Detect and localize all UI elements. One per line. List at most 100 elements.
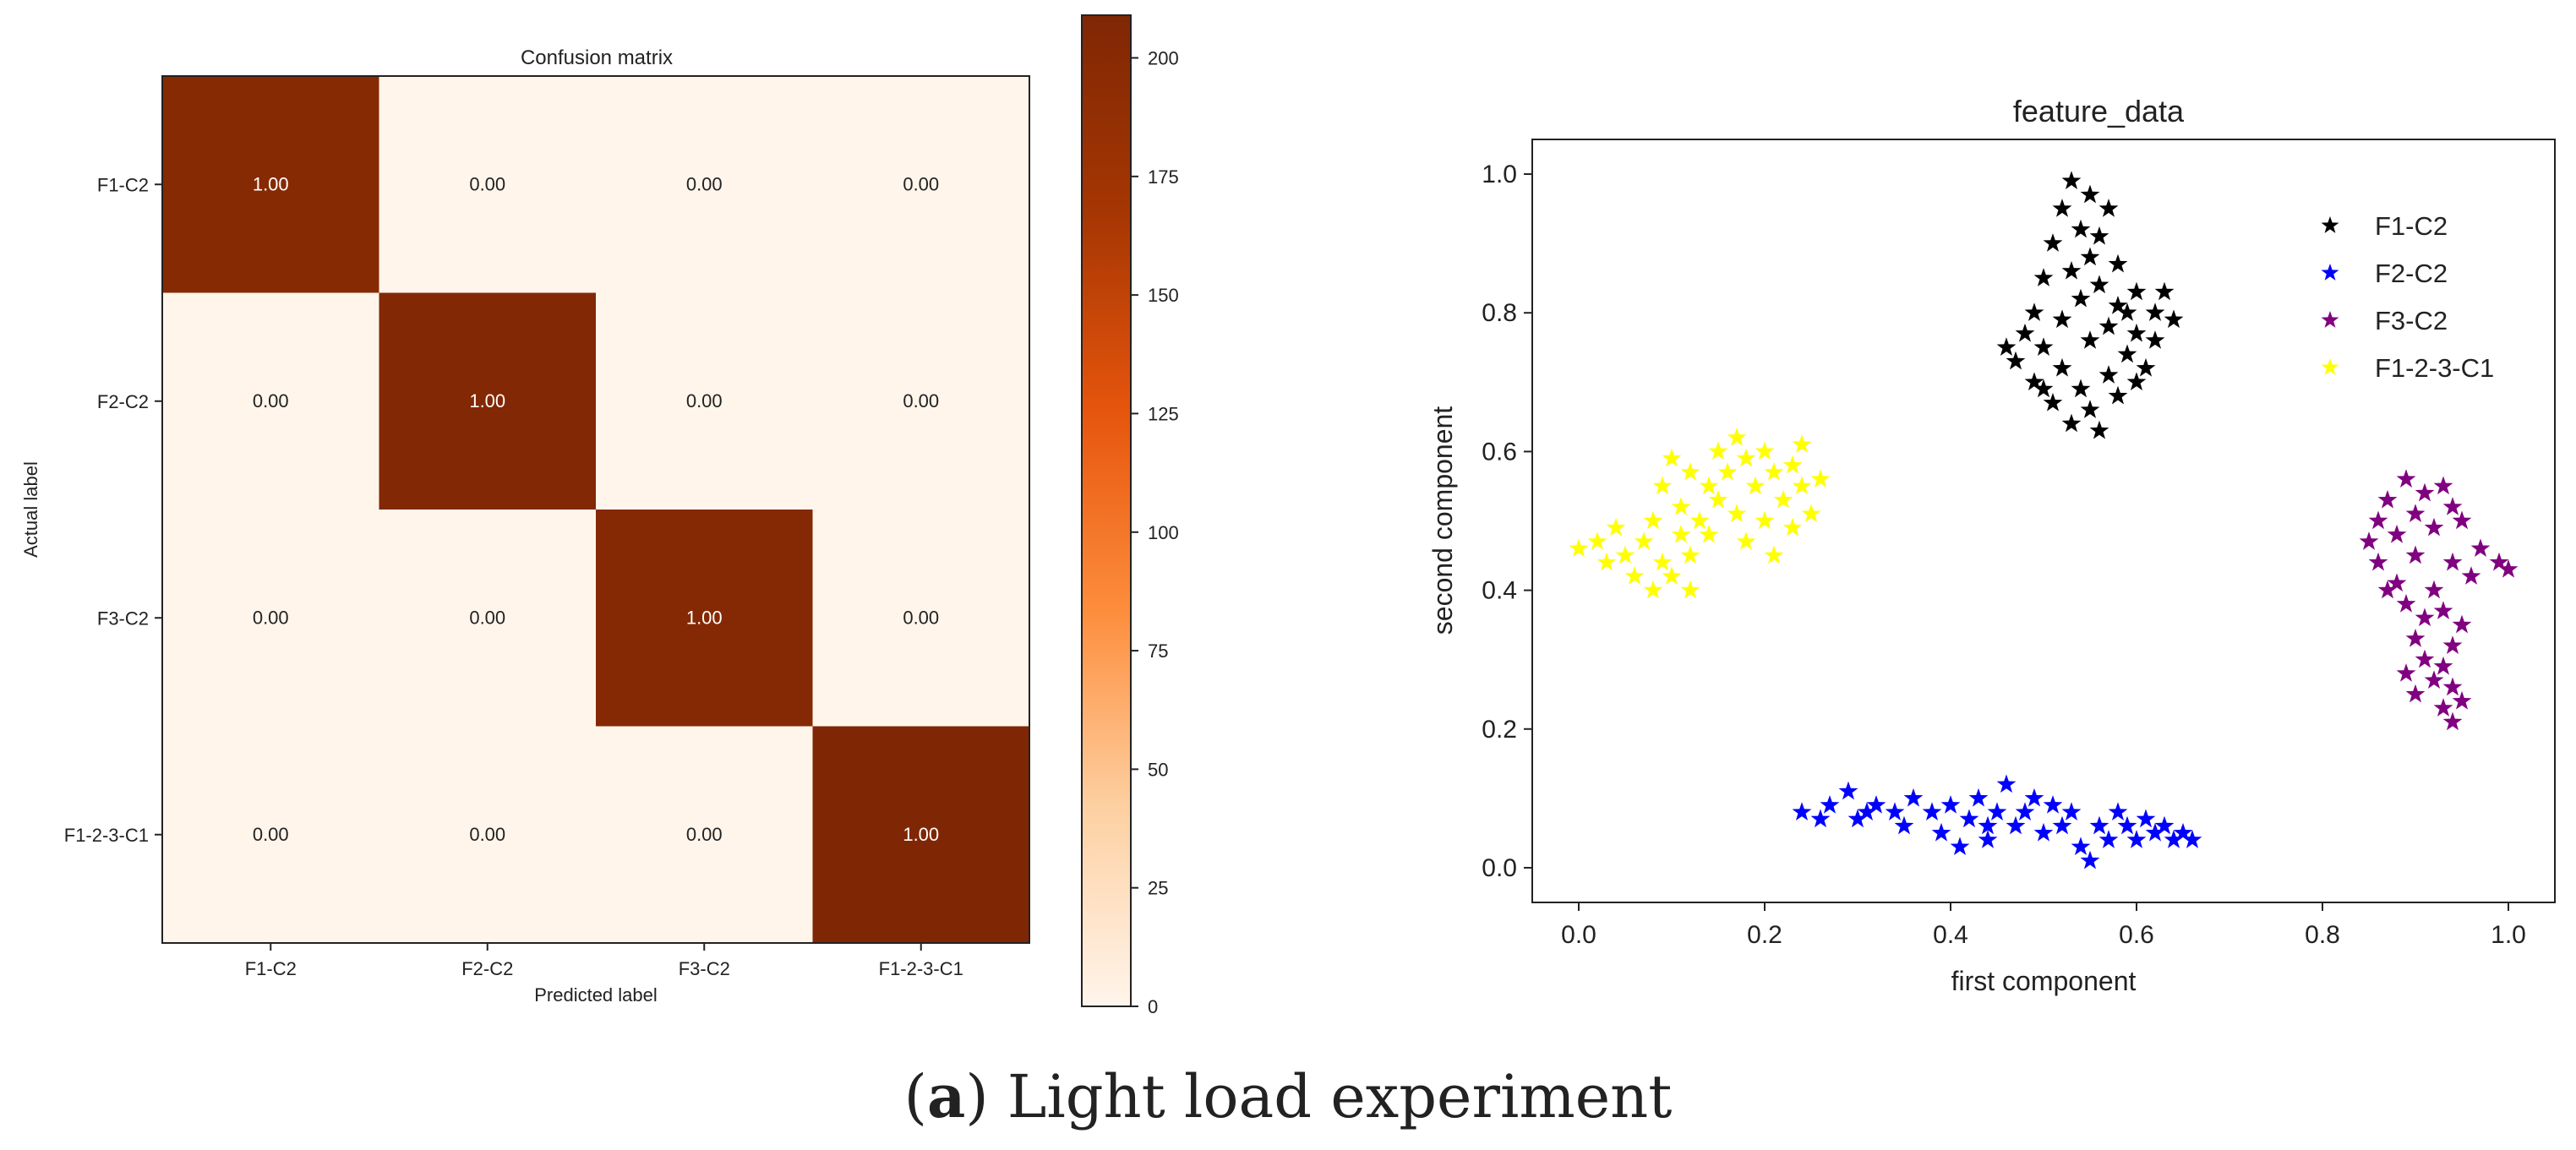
scatter-point-3-4 [1615, 545, 1635, 564]
scatter-panel: feature_data 0.0 0.2 0.4 0.6 0.8 1.0 0.00.20.… [1427, 94, 2556, 996]
figure-caption: (a) Light load experiment [904, 1061, 1673, 1131]
scatter-point-1-25 [2098, 830, 2119, 848]
confusion-matrix-title: Confusion matrix [521, 46, 673, 69]
scatter-point-1-16 [2006, 815, 2026, 835]
scatter-point-1-10 [1950, 837, 1970, 856]
scatter-point-3-26 [1773, 489, 1793, 509]
scatter-point-3-1 [1587, 531, 1607, 550]
scatter-point-2-24 [2405, 629, 2426, 647]
scatter-point-3-15 [1652, 476, 1673, 495]
scatter-x-tick-label: 0.6 [2119, 921, 2154, 949]
scatter-point-1-9 [1940, 795, 1961, 814]
scatter-point-1-38 [2024, 788, 2044, 807]
scatter-point-1-17 [2015, 802, 2035, 820]
scatter-frame [1531, 139, 2556, 903]
cm-cell-label-3-1: 0.00 [469, 824, 505, 845]
colorbar-tick-label: 50 [1148, 759, 1168, 780]
scatter-x-tick-label: 0.2 [1747, 921, 1782, 949]
scatter-point-1-21 [2061, 802, 2082, 820]
scatter-point-3-21 [1727, 427, 1747, 446]
confusion-matrix-cells [162, 76, 1030, 944]
scatter-x-ticks: 0.0 0.2 0.4 0.6 0.8 1.0 [1561, 902, 2526, 949]
scatter-point-2-3 [2433, 476, 2453, 495]
colorbar-tick-label: 150 [1148, 285, 1179, 306]
scatter-point-1-0 [1792, 802, 1812, 820]
scatter-point-3-17 [1680, 462, 1700, 481]
confusion-matrix-x-ticks: F1-C2 F2-C2 F3-C2 F1-2-3-C1 [245, 943, 963, 979]
scatter-point-2-32 [2433, 698, 2453, 717]
scatter-point-3-32 [1755, 510, 1775, 530]
scatter-point-2-31 [2405, 684, 2426, 703]
scatter-point-1-11 [1959, 809, 1979, 828]
scatter-point-0-40 [1996, 337, 2017, 356]
cm-cell-label-3-0: 0.00 [253, 824, 289, 845]
scatter-point-3-33 [1727, 504, 1747, 522]
scatter-point-3-35 [1736, 531, 1756, 550]
scatter-point-1-23 [2080, 850, 2100, 869]
scatter-point-0-27 [2006, 351, 2026, 370]
scatter-point-2-34 [2452, 690, 2472, 710]
scatter-point-2-14 [2368, 552, 2388, 571]
scatter-point-0-24 [2080, 330, 2100, 349]
scatter-point-3-13 [1699, 524, 1719, 543]
confusion-matrix-frame [161, 75, 1030, 944]
scatter-point-0-14 [2071, 288, 2091, 308]
scatter-point-3-30 [1810, 469, 1831, 488]
colorbar: 0 25 50 75 100 125 150 175 200 [1081, 14, 1179, 1017]
scatter-point-0-39 [2126, 372, 2147, 391]
scatter-point-1-28 [2126, 830, 2147, 848]
scatter-point-1-27 [2117, 815, 2137, 835]
scatter-point-0-4 [2071, 219, 2091, 238]
scatter-point-2-33 [2442, 711, 2463, 731]
cm-cell-label-2-0: 0.00 [253, 607, 289, 628]
scatter-y-tick-label: 1.0 [1482, 161, 1517, 188]
cm-cell-2-0 [162, 510, 379, 727]
scatter-point-3-19 [1708, 441, 1728, 461]
cm-cell-3-3 [812, 726, 1030, 944]
scatter-point-0-16 [2145, 302, 2165, 321]
scatter-point-2-9 [2424, 517, 2444, 537]
cm-y-tick-label: F1-2-3-C1 [64, 825, 149, 846]
legend-label-0: F1-C2 [2375, 211, 2448, 241]
scatter-point-0-20 [2126, 323, 2147, 342]
scatter-point-0-35 [2080, 400, 2100, 418]
scatter-point-0-8 [2108, 253, 2128, 273]
cm-cell-label-2-3: 0.00 [903, 607, 939, 628]
scatter-point-0-17 [2024, 302, 2044, 321]
scatter-y-tick-label: 0.0 [1482, 854, 1517, 882]
scatter-point-0-21 [2164, 309, 2184, 329]
cm-cell-1-3 [812, 292, 1030, 510]
scatter-point-2-21 [2415, 608, 2435, 627]
scatter-point-0-2 [2098, 199, 2119, 217]
scatter-point-3-2 [1596, 552, 1617, 571]
cm-cell-label-0-1: 0.00 [469, 173, 505, 194]
scatter-point-3-6 [1634, 531, 1654, 550]
scatter-point-0-3 [2052, 199, 2072, 217]
legend-label-3: F1-2-3-C1 [2375, 353, 2494, 383]
cm-x-tick-label: F2-C2 [461, 958, 513, 979]
cm-cell-0-1 [379, 76, 597, 293]
scatter-point-2-6 [2442, 497, 2463, 515]
colorbar-tick-label: 175 [1148, 166, 1179, 188]
scatter-point-1-24 [2089, 815, 2109, 835]
scatter-point-2-29 [2424, 670, 2444, 689]
scatter-x-tick-label: 0.4 [1933, 921, 1968, 949]
cm-cell-label-0-0: 1.00 [253, 173, 289, 194]
scatter-point-2-26 [2415, 649, 2435, 668]
scatter-point-1-35 [1894, 815, 1914, 835]
scatter-point-2-7 [2359, 531, 2379, 550]
cm-cell-2-1 [379, 510, 597, 727]
confusion-matrix-panel: Confusion matrix 1.00 0.00 0.00 0.000.00 1.0… [20, 46, 1030, 1006]
scatter-ylabel: second component [1427, 406, 1458, 635]
cm-cell-2-3 [812, 510, 1030, 727]
cm-x-tick-label: F1-C2 [245, 958, 297, 979]
scatter-y-ticks: 0.0 0.2 0.4 0.6 0.8 1.0 [1482, 161, 1532, 882]
scatter-point-3-29 [1801, 504, 1821, 522]
cm-cell-3-0 [162, 726, 379, 944]
scatter-point-3-39 [1792, 434, 1812, 453]
confusion-matrix-y-ticks: F1-C2 F2-C2 F3-C2 F1-2-3-C1 [64, 174, 162, 846]
legend-marker-2 [2321, 311, 2339, 328]
colorbar-tick-label: 125 [1148, 403, 1179, 424]
scatter-point-2-11 [2470, 538, 2491, 558]
scatter-point-2-4 [2368, 510, 2388, 530]
